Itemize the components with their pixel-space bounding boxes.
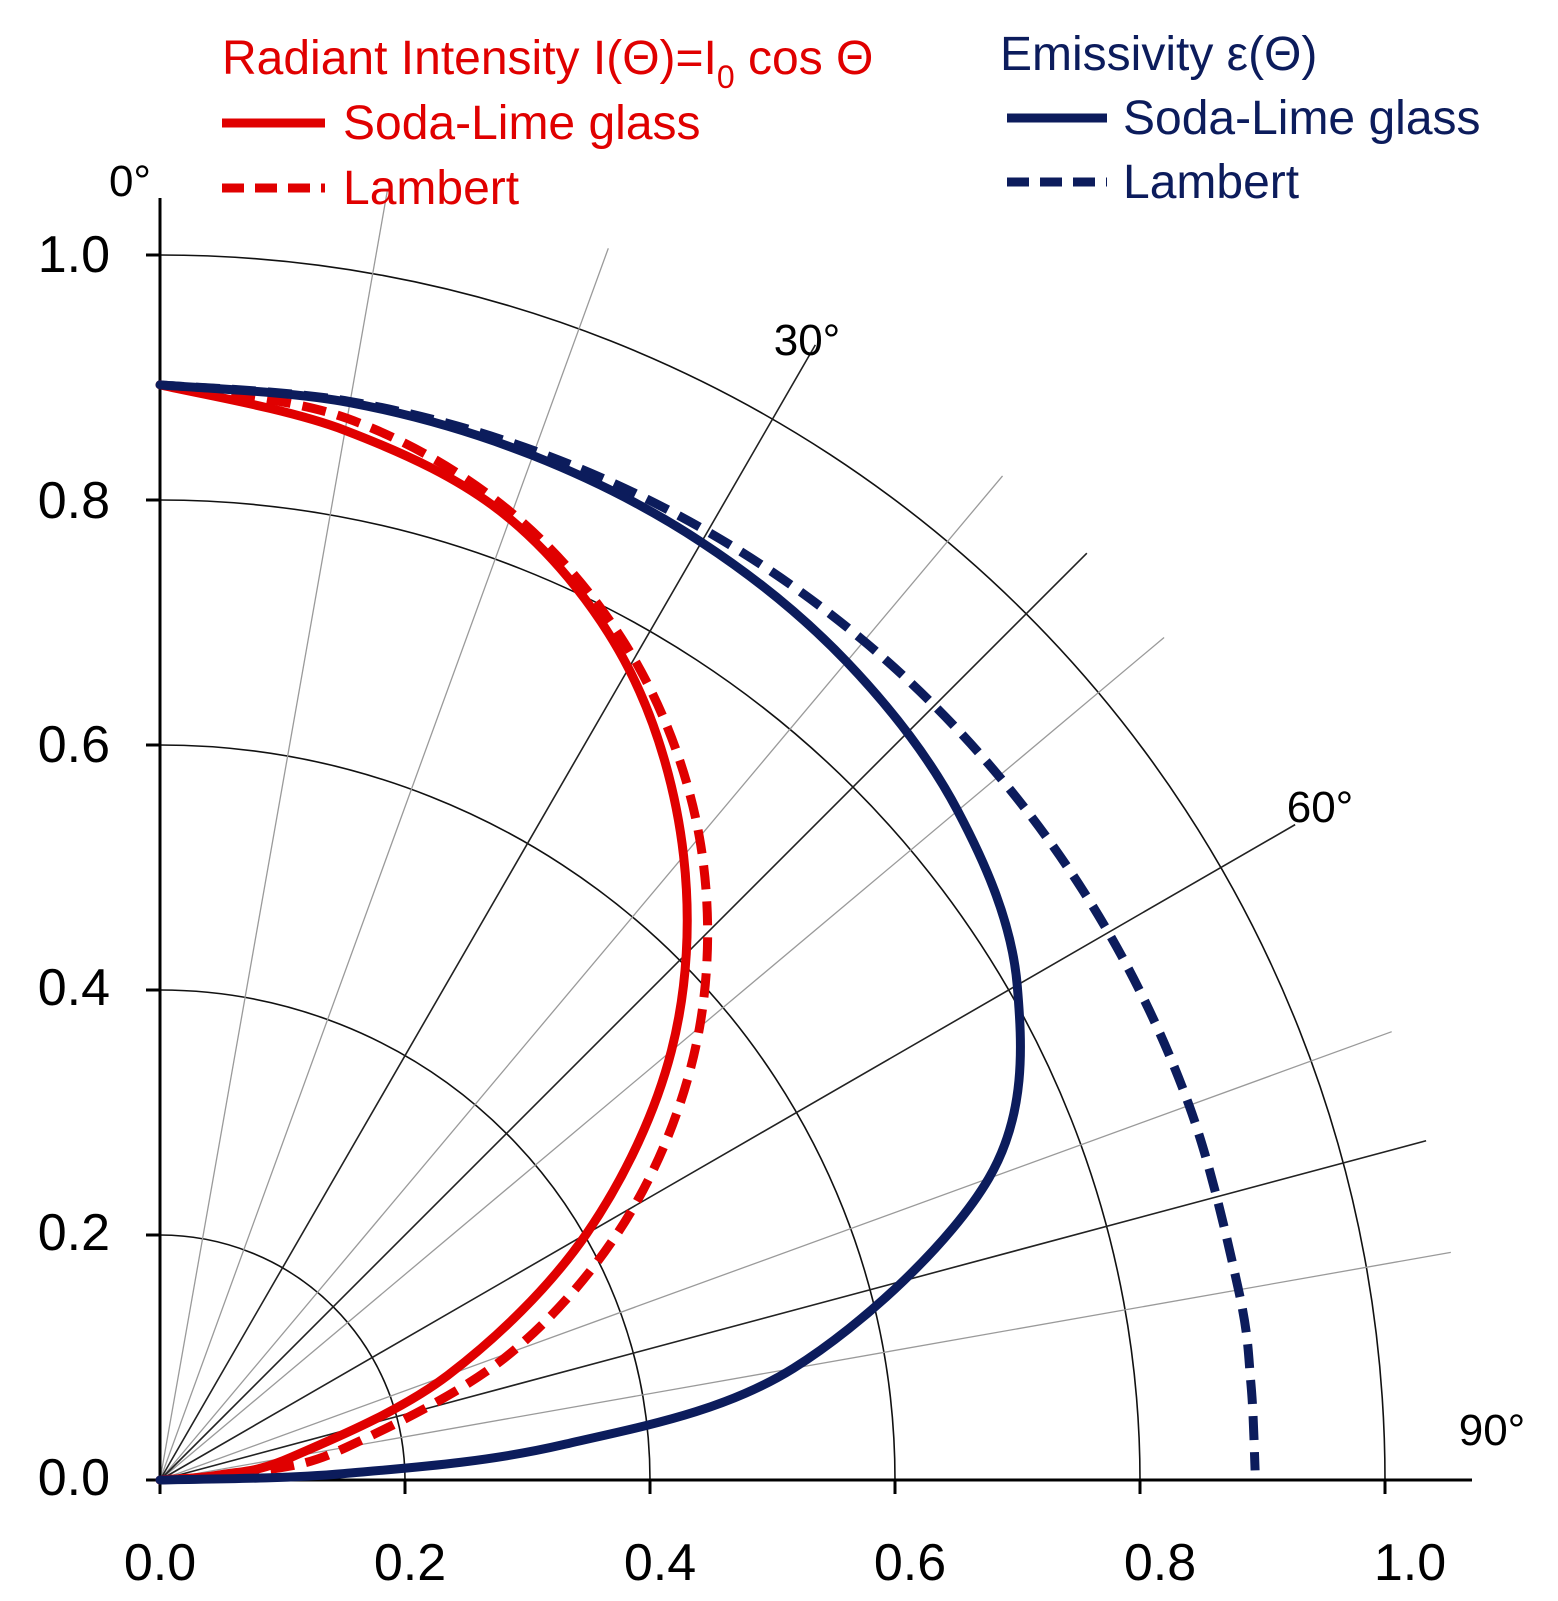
x-tick-label-3: 0.6 bbox=[874, 1534, 946, 1592]
x-tick-label-4: 0.8 bbox=[1124, 1534, 1196, 1592]
legend-label-blue-solid: Soda-Lime glass bbox=[1123, 92, 1481, 145]
angle-labels: 0° 30° 60° 90° bbox=[109, 157, 1525, 1455]
series-line-1 bbox=[159, 380, 713, 1485]
legend-label-red-solid: Soda-Lime glass bbox=[343, 97, 701, 150]
legend-title-main: Radiant Intensity I(Θ)=I bbox=[222, 32, 717, 85]
angle-spoke-70 bbox=[159, 1031, 1392, 1481]
angle-label-90: 90° bbox=[1459, 1406, 1526, 1455]
legend-title-radiant-intensity: Radiant Intensity I(Θ)=I0 cos Θ bbox=[222, 32, 873, 95]
y-tick-label-3: 0.6 bbox=[38, 716, 110, 774]
series-line-2 bbox=[155, 380, 1025, 1485]
y-tick-label-1: 0.2 bbox=[38, 1204, 110, 1262]
angle-label-60: 60° bbox=[1287, 783, 1354, 832]
grid-layer bbox=[159, 189, 1451, 1481]
series-line-0 bbox=[155, 380, 692, 1485]
legend-title-suffix: cos Θ bbox=[735, 32, 874, 85]
tick-labels: 0.0 0.2 0.4 0.6 0.8 1.0 0.0 0.2 0.4 0.6 … bbox=[38, 226, 1446, 1592]
y-tick-label-2: 0.4 bbox=[38, 959, 110, 1017]
legend-label-blue-dashed: Lambert bbox=[1123, 156, 1299, 209]
x-tick-label-1: 0.2 bbox=[374, 1534, 446, 1592]
x-tick-label-0: 0.0 bbox=[124, 1534, 196, 1592]
x-tick-label-5: 1.0 bbox=[1374, 1534, 1446, 1592]
series-layer bbox=[155, 380, 1260, 1485]
legend-label-red-dashed: Lambert bbox=[343, 162, 519, 215]
angle-label-0: 0° bbox=[109, 157, 151, 206]
angle-spoke-60 bbox=[159, 823, 1296, 1481]
angle-label-30: 30° bbox=[774, 316, 841, 365]
legend-radiant-intensity: Radiant Intensity I(Θ)=I0 cos Θ Soda-Lim… bbox=[222, 32, 873, 215]
legend-emissivity: Emissivity ε(Θ) Soda-Lime glass Lambert bbox=[1000, 28, 1481, 209]
angle-spoke-40 bbox=[159, 475, 1004, 1481]
series-line-3 bbox=[159, 380, 1260, 1471]
y-tick-label-4: 0.8 bbox=[38, 472, 110, 530]
axis-layer bbox=[146, 198, 1472, 1494]
y-tick-label-0: 0.0 bbox=[38, 1449, 110, 1507]
y-tick-label-5: 1.0 bbox=[38, 226, 110, 284]
angle-spoke-30 bbox=[159, 344, 817, 1481]
legend-title-emissivity: Emissivity ε(Θ) bbox=[1000, 28, 1317, 81]
legend-title-subscript: 0 bbox=[717, 59, 735, 95]
angle-spoke-45 bbox=[159, 552, 1088, 1481]
x-tick-label-2: 0.4 bbox=[624, 1534, 696, 1592]
